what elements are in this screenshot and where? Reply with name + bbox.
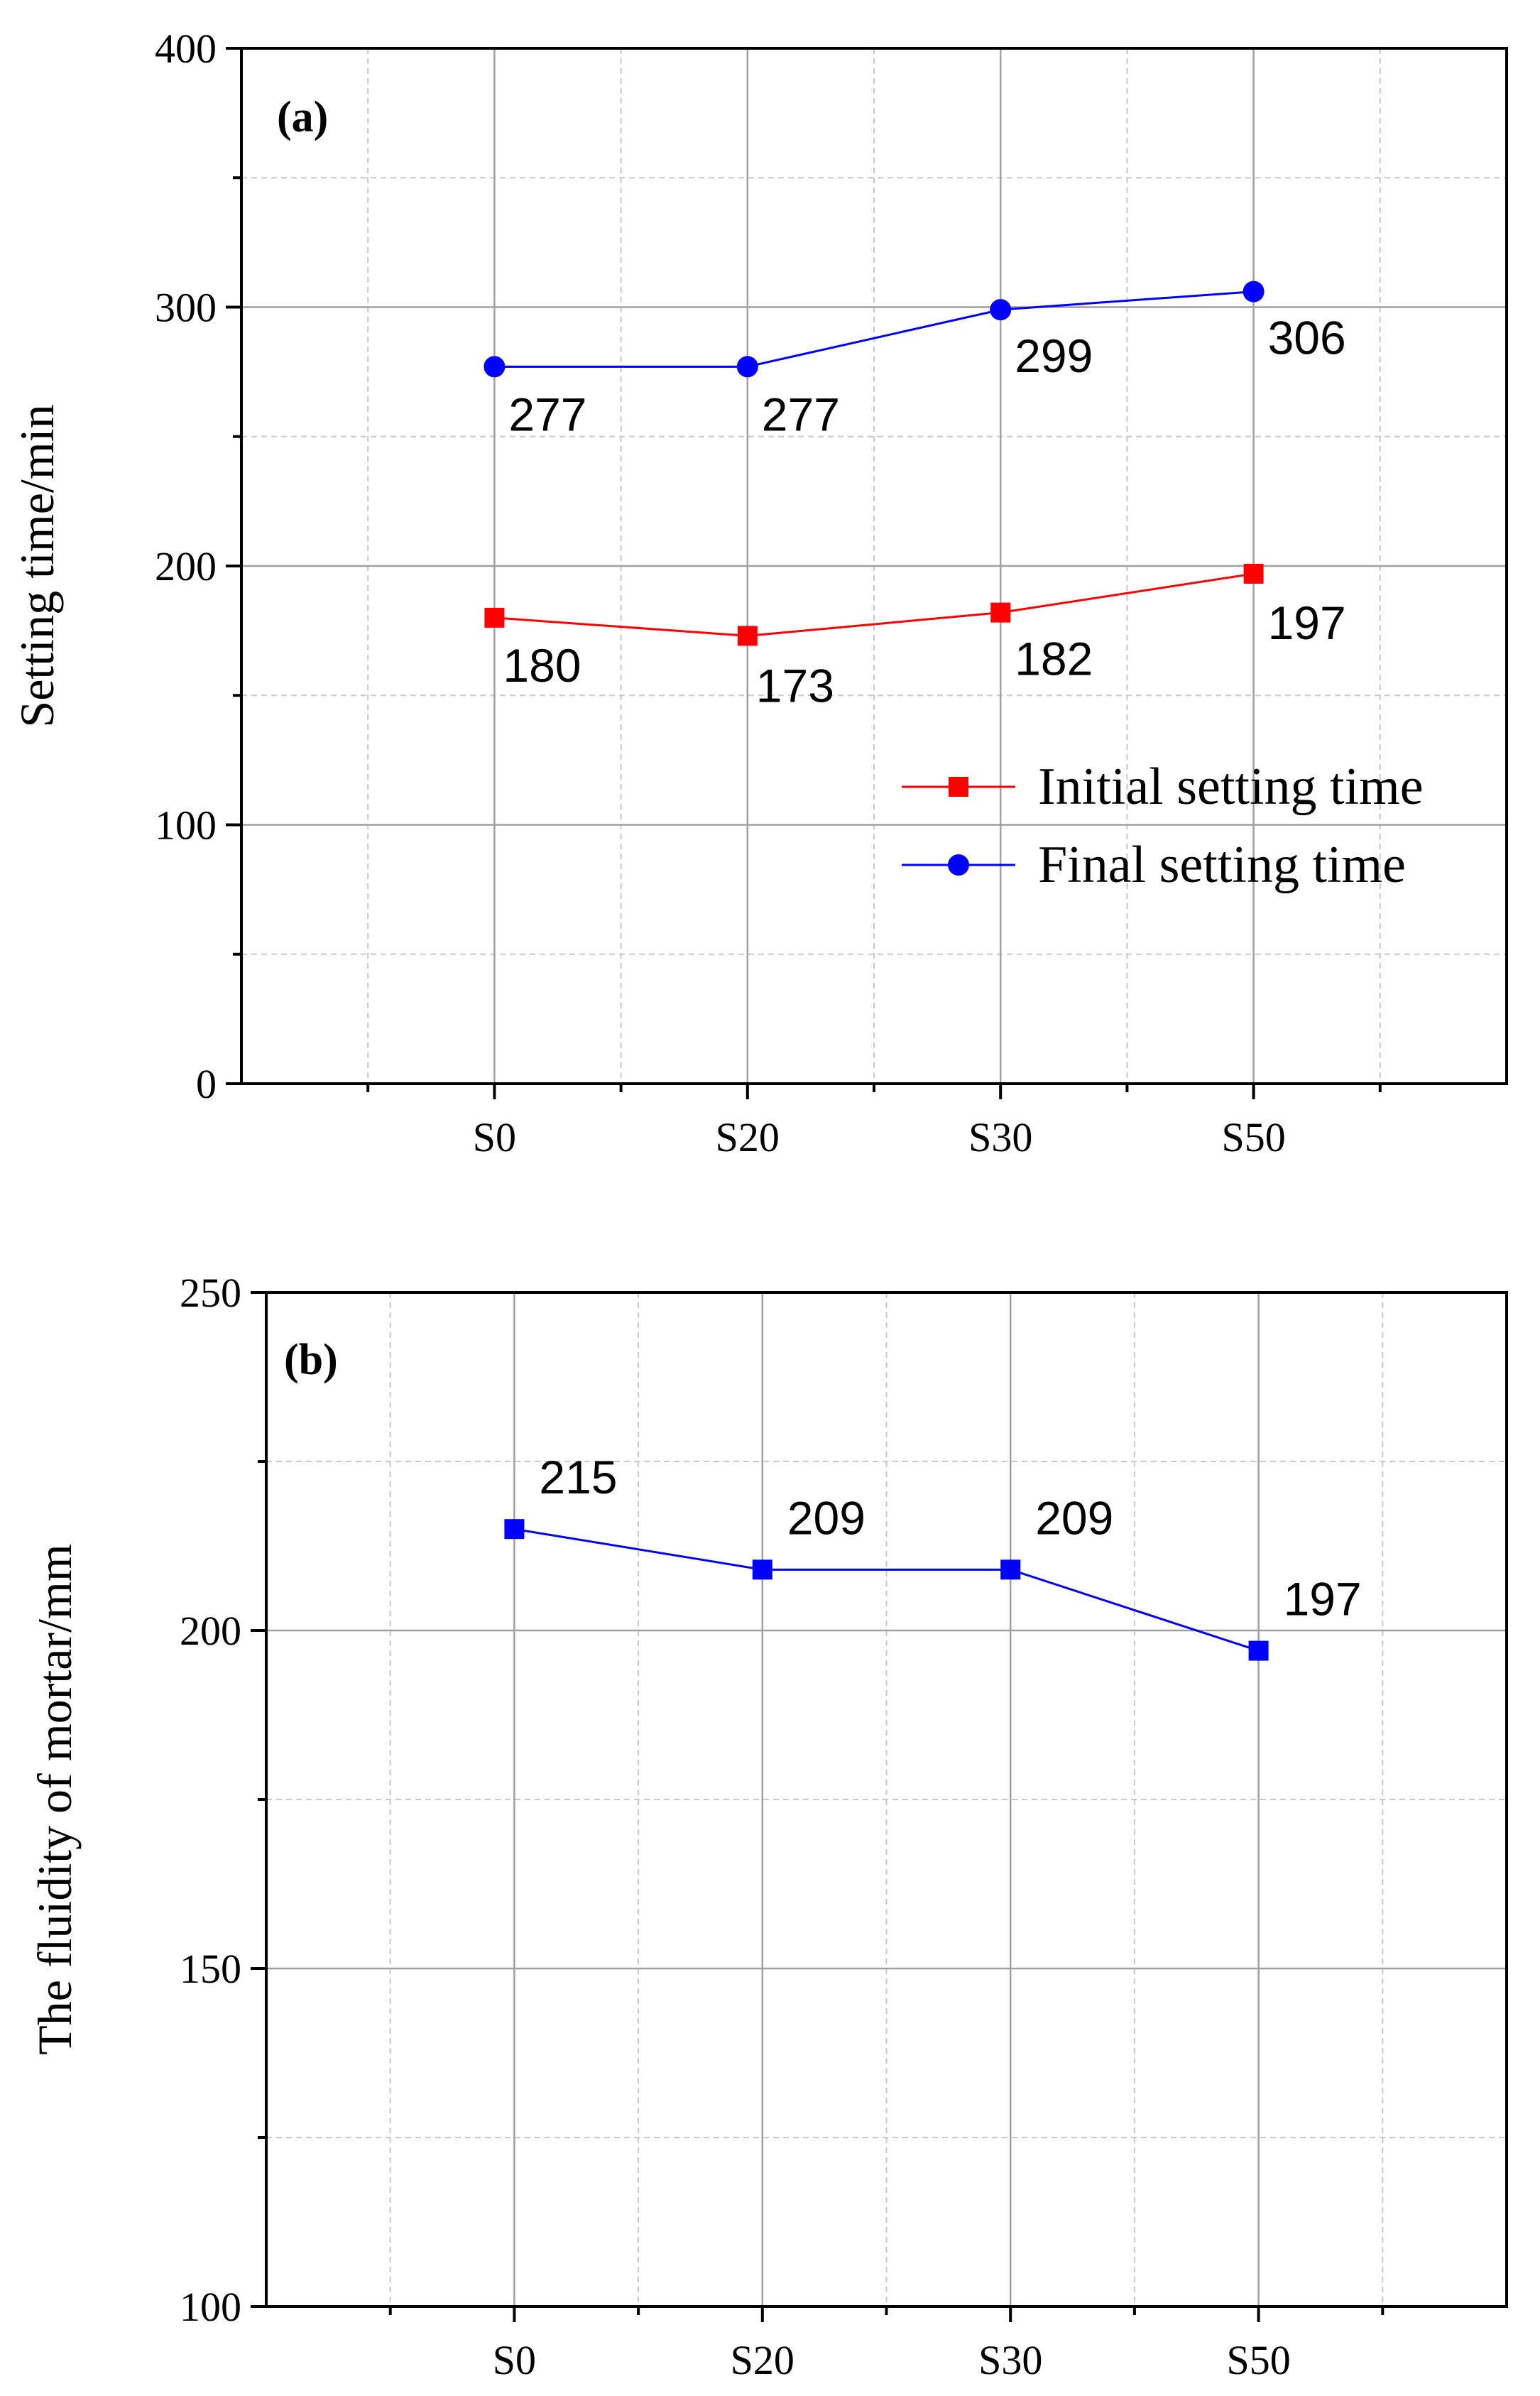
- x-tick-label: S0: [493, 2337, 536, 2383]
- data-point-marker: [990, 299, 1012, 321]
- y-tick-label: 300: [155, 285, 217, 331]
- series-line: [494, 290, 1254, 368]
- x-tick-label: S50: [1221, 1114, 1285, 1160]
- y-axis-label: Setting time/min: [10, 404, 64, 727]
- legend-label: Initial setting time: [1038, 758, 1424, 816]
- x-tick-label: S0: [473, 1114, 516, 1160]
- data-label: 197: [1268, 597, 1346, 649]
- data-point-marker: [752, 1559, 772, 1580]
- data-point-marker: [1000, 1559, 1021, 1580]
- data-label: 215: [539, 1451, 617, 1503]
- panel-label: (b): [284, 1336, 338, 1384]
- data-label: 209: [1035, 1491, 1113, 1544]
- y-tick-label: 200: [180, 1608, 241, 1654]
- data-point-marker: [736, 356, 758, 378]
- data-label: 299: [1015, 330, 1093, 382]
- y-tick-label: 100: [155, 802, 217, 849]
- x-tick-label: S20: [716, 1114, 780, 1160]
- data-point-marker: [484, 607, 505, 628]
- x-tick-label: S50: [1226, 2337, 1290, 2383]
- y-tick-label: 150: [180, 1946, 241, 1992]
- data-point-marker: [504, 1519, 525, 1540]
- legend-label: Final setting time: [1038, 836, 1406, 894]
- data-label: 277: [508, 388, 586, 440]
- data-label: 173: [756, 659, 834, 712]
- chart-panel-b: 100 150 200 250 S0 S20 S30 S50 The fluidity of m…: [28, 1270, 1508, 2383]
- data-label: 197: [1284, 1573, 1362, 1626]
- series-line: [494, 572, 1254, 637]
- x-tick-label: S30: [968, 1114, 1032, 1160]
- data-point-marker: [484, 356, 506, 378]
- data-point-marker: [1248, 1640, 1269, 1661]
- y-axis-label: The fluidity of mortar/mm: [28, 1544, 82, 2055]
- data-label: 180: [503, 639, 581, 692]
- legend-marker: [948, 854, 969, 876]
- data-label: 209: [787, 1491, 865, 1544]
- data-label: 182: [1015, 633, 1093, 685]
- y-tick-label: 0: [196, 1061, 217, 1107]
- legend-marker: [949, 777, 968, 797]
- data-point-marker: [990, 602, 1011, 623]
- x-tick-label: S20: [731, 2337, 794, 2383]
- y-tick-label: 400: [155, 26, 217, 72]
- series-line: [514, 1528, 1260, 1652]
- y-tick-label: 250: [180, 1270, 241, 1316]
- data-label: 306: [1268, 312, 1346, 364]
- y-tick-label: 200: [155, 543, 217, 589]
- x-tick-label: S30: [978, 2337, 1042, 2383]
- y-tick-label: 100: [180, 2284, 241, 2330]
- panel-label: (a): [277, 93, 328, 141]
- chart-panel-a: 0 100 200 300 400 S0 S20 S30 S50 Setting time/min…: [10, 26, 1508, 1160]
- data-point-marker: [1243, 281, 1265, 303]
- data-point-marker: [737, 626, 758, 646]
- legend: Initial setting time Final setting time: [902, 758, 1424, 894]
- data-label: 277: [762, 388, 840, 440]
- data-point-marker: [1243, 563, 1264, 584]
